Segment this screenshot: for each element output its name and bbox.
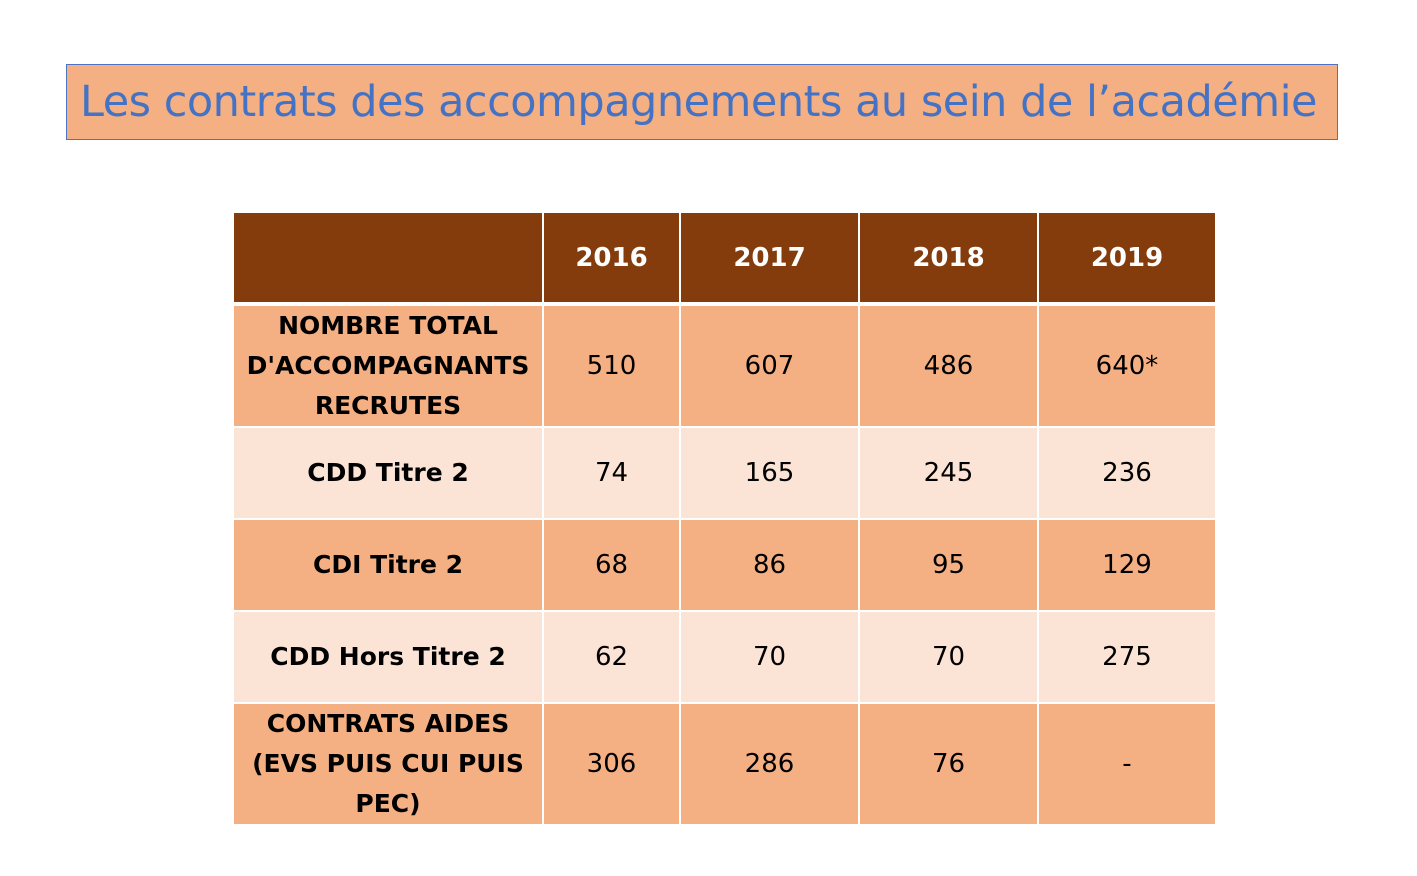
table-cell: 245	[860, 428, 1039, 520]
table-cell: 86	[681, 520, 860, 612]
header-year-2017: 2017	[681, 213, 860, 306]
table-header-row: 2016 2017 2018 2019	[234, 213, 1217, 306]
table-cell: 607	[681, 306, 860, 428]
row-label: CDI Titre 2	[234, 520, 544, 612]
table-cell: 76	[860, 704, 1039, 826]
table-cell: 640*	[1039, 306, 1217, 428]
table-cell: 62	[544, 612, 681, 704]
table-cell: 486	[860, 306, 1039, 428]
header-year-2018: 2018	[860, 213, 1039, 306]
table-cell: 70	[681, 612, 860, 704]
row-label: CDD Hors Titre 2	[234, 612, 544, 704]
page-title: Les contrats des accompagnements au sein…	[80, 77, 1318, 127]
header-corner-cell	[234, 213, 544, 306]
table-cell: 236	[1039, 428, 1217, 520]
table-cell: 68	[544, 520, 681, 612]
table-cell: 165	[681, 428, 860, 520]
header-year-2019: 2019	[1039, 213, 1217, 306]
table-cell: 510	[544, 306, 681, 428]
table-row: CDI Titre 2 68 86 95 129	[234, 520, 1217, 612]
table-cell: 286	[681, 704, 860, 826]
row-label: NOMBRE TOTAL D'ACCOMPAGNANTS RECRUTES	[234, 306, 544, 428]
table-cell: 275	[1039, 612, 1217, 704]
title-box: Les contrats des accompagnements au sein…	[66, 64, 1338, 140]
contracts-table: 2016 2017 2018 2019 NOMBRE TOTAL D'ACCOM…	[234, 213, 1217, 826]
table-row: CONTRATS AIDES (EVS PUIS CUI PUIS PEC) 3…	[234, 704, 1217, 826]
table-row: CDD Hors Titre 2 62 70 70 275	[234, 612, 1217, 704]
row-label: CDD Titre 2	[234, 428, 544, 520]
header-year-2016: 2016	[544, 213, 681, 306]
table-cell: 129	[1039, 520, 1217, 612]
table-cell: 306	[544, 704, 681, 826]
row-label: CONTRATS AIDES (EVS PUIS CUI PUIS PEC)	[234, 704, 544, 826]
table-cell: 74	[544, 428, 681, 520]
table-cell: 70	[860, 612, 1039, 704]
table-row: CDD Titre 2 74 165 245 236	[234, 428, 1217, 520]
table-cell: 95	[860, 520, 1039, 612]
table-cell: -	[1039, 704, 1217, 826]
table-row: NOMBRE TOTAL D'ACCOMPAGNANTS RECRUTES 51…	[234, 306, 1217, 428]
